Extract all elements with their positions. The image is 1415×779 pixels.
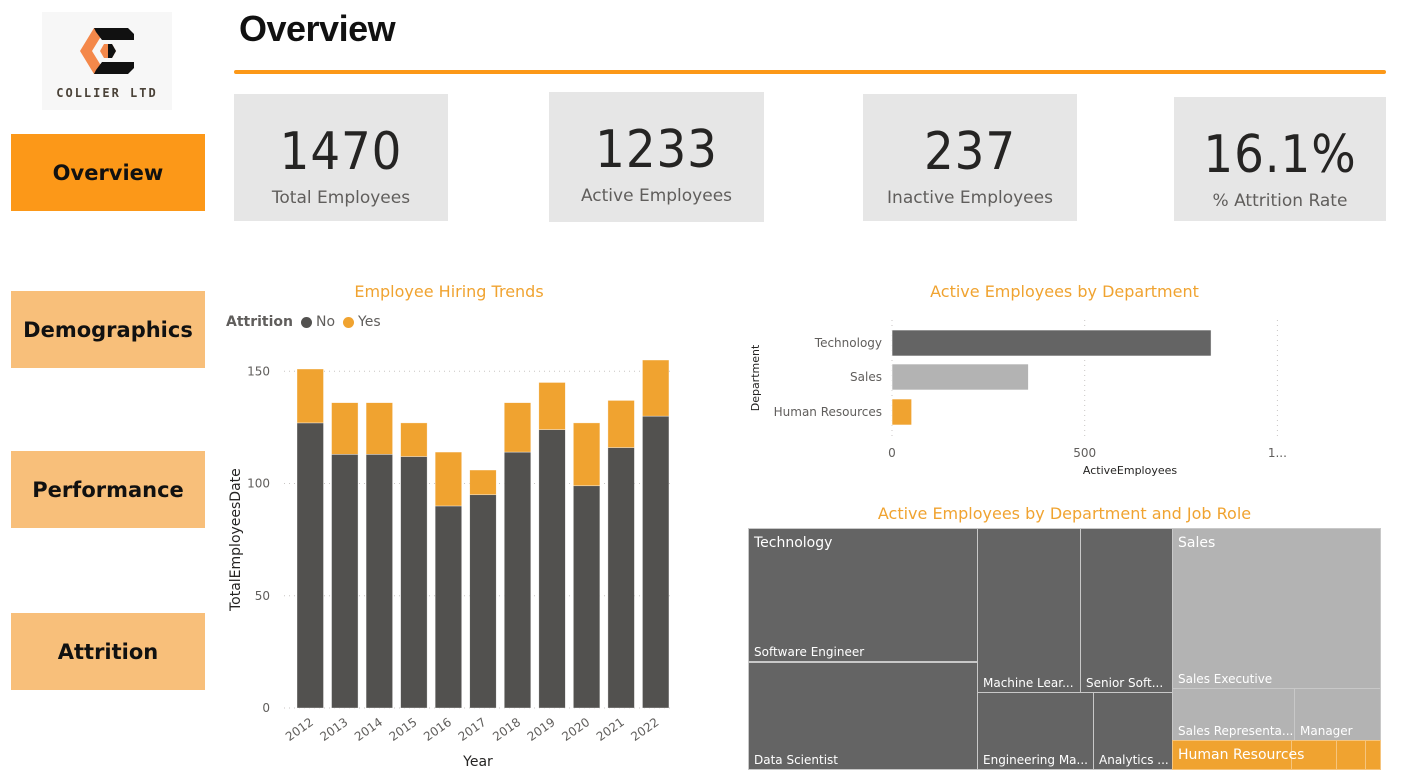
bar-no-2016 [434,505,462,709]
treemap-cell-software-engineer[interactable]: Software Engineer [748,528,978,662]
bar-yes-2022 [642,359,670,417]
hiring-trends-title: Employee Hiring Trends [354,282,544,301]
kpi-value: 1233 [595,120,718,180]
y-tick-label: 100 [247,477,270,491]
bar-no-2013 [331,454,359,709]
treemap-cell-hr-2[interactable] [1291,740,1337,770]
y-tick-label: 50 [255,589,270,603]
bar-yes-2017 [469,469,497,496]
company-name: COLLIER LTD [56,86,158,100]
treemap-cell-engineering-manager[interactable]: Engineering Ma... [977,692,1094,770]
treemap-cell-sales-executive[interactable]: Sales Executive [1172,528,1381,689]
kpi-label: % Attrition Rate [1212,191,1348,211]
kpi-card-total-employees: 1470 Total Employees [234,94,448,221]
kpi-card-active-employees: 1233 Active Employees [549,92,764,222]
x-tick-label: 0 [888,446,896,460]
legend-label-yes: Yes [358,314,381,330]
department-jobrole-treemap: Software Engineer Data Scientist Machine… [748,528,1381,770]
bar-human-resources [891,398,912,426]
x-tick-label: 2022 [628,715,661,744]
treemap-title: Active Employees by Department and Job R… [877,504,1252,523]
legend-dot-yes-icon [343,316,355,328]
y-axis-title: Department [749,344,762,411]
x-tick-label: 2014 [352,715,385,744]
logo-hexagon-icon [80,28,134,74]
bar-yes-2019 [538,382,566,430]
bar-no-2012 [296,422,324,709]
bar-no-2017 [469,494,497,709]
treemap-group-sales: Sales [1178,535,1216,551]
kpi-label: Total Employees [271,188,411,208]
y-tick-label: Technology [814,336,882,350]
dept-chart-title: Active Employees by Department [930,282,1199,301]
bar-yes-2018 [503,402,532,453]
treemap-cell-manager[interactable]: Manager [1294,688,1381,741]
x-tick-label: 2015 [387,715,420,744]
page-title: Overview [239,8,396,49]
bar-no-2014 [365,454,393,709]
x-axis-title: ActiveEmployees [1083,464,1178,477]
nav-attrition-button[interactable]: Attrition [11,613,205,690]
treemap-cell-hr-3[interactable] [1336,740,1366,770]
bar-yes-2020 [573,422,601,487]
bar-technology [891,329,1212,357]
bar-yes-2014 [365,402,393,455]
treemap-cell-analytics[interactable]: Analytics ... [1093,692,1173,770]
kpi-value: 16.1% [1203,125,1357,185]
treemap-cell-hr-4[interactable] [1365,740,1381,770]
x-tick-label: 2021 [594,715,627,744]
bar-no-2015 [400,456,428,709]
bar-no-2019 [538,429,566,709]
legend-label-no: No [316,314,336,330]
y-tick-label: 150 [247,364,270,378]
nav-demographics-button[interactable]: Demographics [11,291,205,368]
bar-yes-2013 [331,402,359,455]
bar-no-2021 [607,447,635,709]
hiring-trends-chart: 0 50 100 150 2012 2013 2014 2015 2016 2017 2018 201… [228,359,670,770]
x-tick-label: 2020 [559,715,592,744]
treemap-cell-sales-representative[interactable]: Sales Representa... [1172,688,1295,741]
legend-dot-no-icon [301,316,312,328]
y-axis-title: TotalEmployeesDate [228,468,244,612]
y-tick-label: Sales [850,370,882,384]
bar-no-2018 [503,451,532,709]
treemap-cell-machine-learning[interactable]: Machine Lear... [977,528,1081,693]
x-tick-label: 2013 [317,715,350,744]
kpi-label: Active Employees [580,186,733,206]
x-tick-label: 500 [1073,446,1096,460]
bar-no-2022 [642,415,670,709]
kpi-value: 1470 [279,122,403,182]
kpi-label: Inactive Employees [887,188,1053,208]
bar-no-2020 [573,485,601,709]
kpi-value: 237 [923,122,1017,182]
bar-yes-2021 [607,400,635,448]
treemap-cell-senior-software[interactable]: Senior Soft... [1080,528,1173,693]
treemap-group-human-resources: Human Resources [1178,747,1305,763]
legend-title: Attrition [226,314,293,330]
treemap-cell-hr-1[interactable] [1172,740,1292,770]
kpi-card-inactive-employees: 237 Inactive Employees [863,94,1077,221]
y-tick-label: Human Resources [774,405,882,419]
active-by-department-chart: 0 500 1... Technology Sales Human Resources Ac… [749,320,1287,477]
y-tick-label: 0 [262,701,270,715]
title-divider [234,70,1386,74]
x-tick-label: 2012 [283,715,316,744]
bar-sales [891,363,1029,391]
x-tick-label: 2019 [525,715,558,744]
x-tick-label: 2016 [421,715,454,744]
company-logo: COLLIER LTD [42,12,172,110]
nav-overview-button[interactable]: Overview [11,134,205,211]
kpi-card-attrition-rate: 16.1% % Attrition Rate [1174,97,1386,221]
treemap-group-technology: Technology [754,535,833,551]
bar-yes-2015 [400,422,428,457]
treemap-cell-data-scientist[interactable]: Data Scientist [748,662,978,770]
x-tick-label: 2018 [490,715,523,744]
nav-performance-button[interactable]: Performance [11,451,205,528]
bar-yes-2012 [296,368,324,424]
x-tick-label: 2017 [456,715,489,744]
hiring-trends-legend: Attrition No Yes [226,314,381,330]
x-tick-label: 1... [1268,446,1287,460]
x-axis-title: Year [462,754,493,770]
bar-yes-2016 [434,451,462,507]
